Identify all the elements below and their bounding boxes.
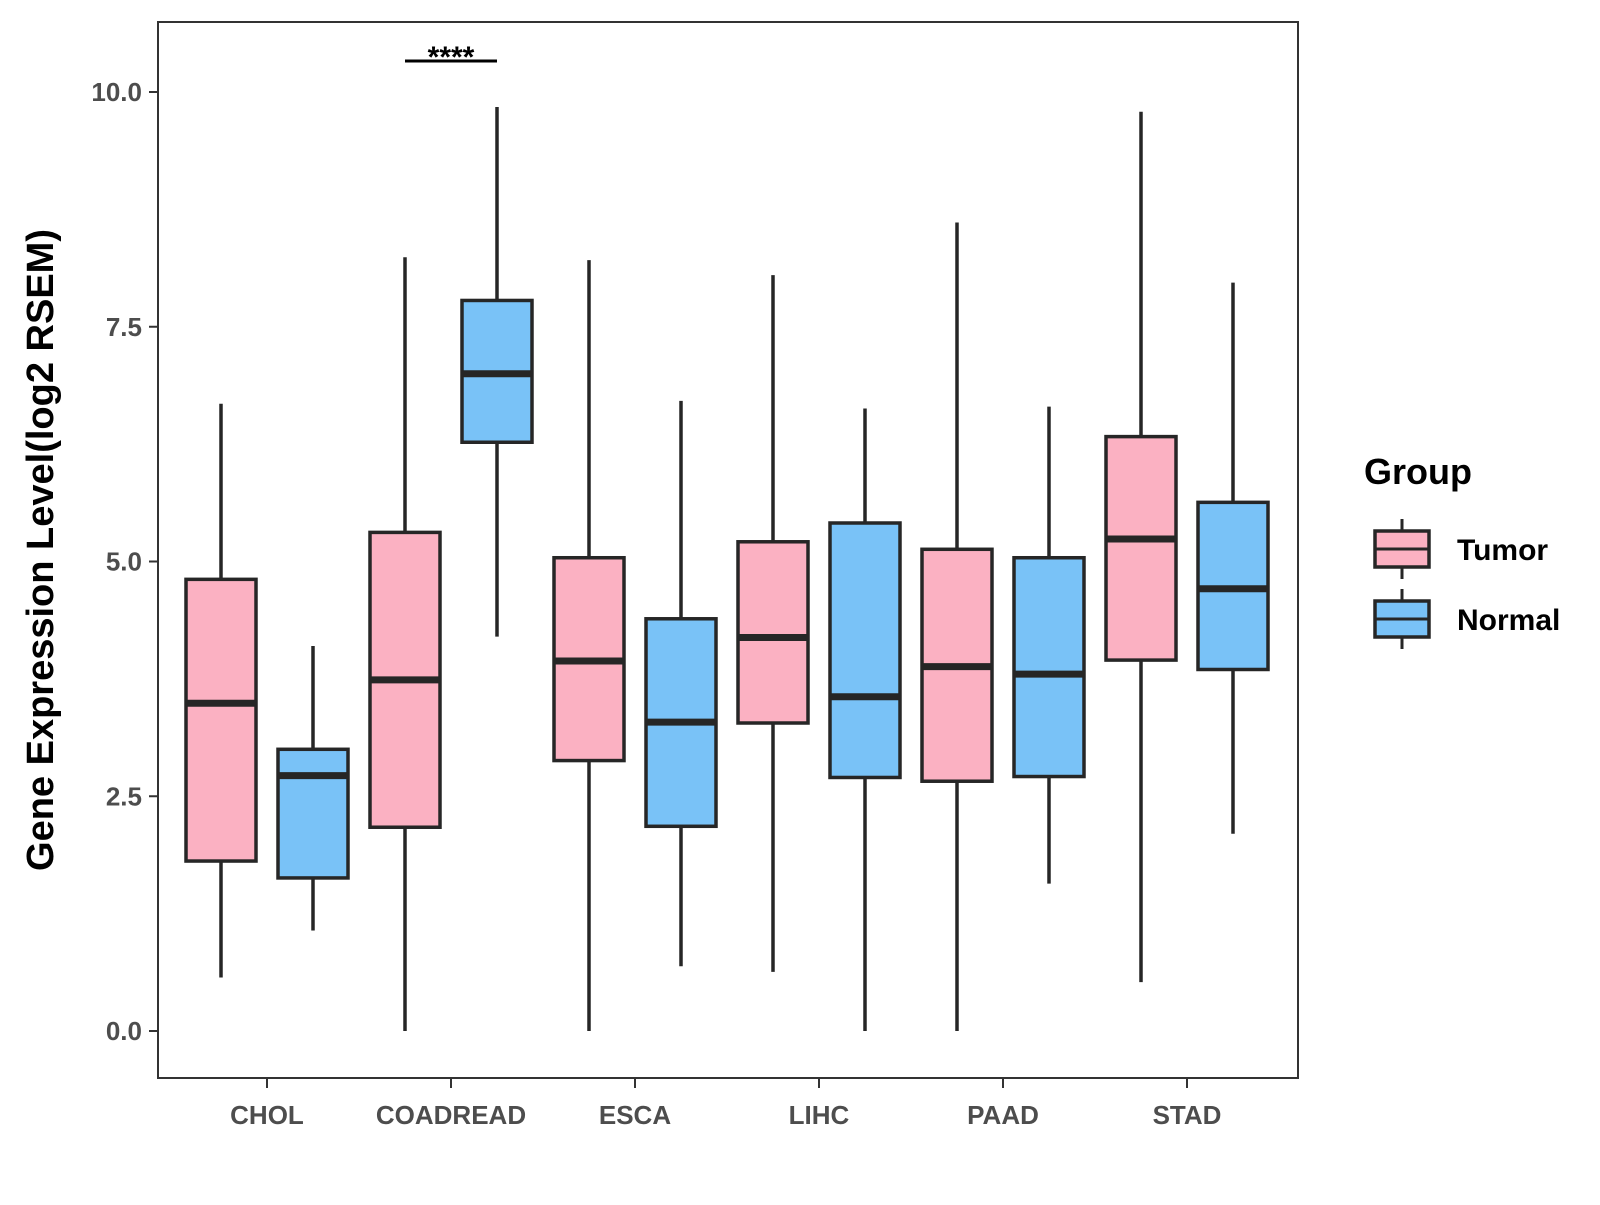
box-iqr [828,521,902,780]
box-tumor-esca [552,260,626,1031]
box-normal-lihc [828,408,902,1031]
box-normal-chol [276,646,350,931]
y-tick-label-4: 10.0 [91,77,142,107]
box-normal-esca [644,400,718,967]
x-tick-label-coadread: COADREAD [376,1100,526,1130]
box-iqr [1012,555,1086,779]
box-tumor-coadread [368,257,442,1031]
box-normal-paad [1012,406,1086,884]
y-axis: 0.0 2.5 5.0 7.5 10.0 [91,77,158,1046]
x-tick-label-chol: CHOL [230,1100,304,1130]
box-tumor-stad [1104,111,1178,983]
box-iqr [1104,434,1178,662]
box-tumor-paad [920,222,994,1031]
legend-title: Group [1364,451,1472,492]
x-tick-label-lihc: LIHC [789,1100,850,1130]
box-tumor-chol [184,403,258,978]
x-axis: CHOL COADREAD ESCA LIHC PAAD STAD [230,1078,1221,1130]
y-tick-label-1: 2.5 [106,781,142,811]
box-iqr [184,577,258,863]
y-tick-label-0: 0.0 [106,1016,142,1046]
legend-label-tumor: Tumor [1457,534,1548,567]
box-series [184,107,1270,1031]
y-axis-title: Gene Expression Level(log2 RSEM) [20,229,62,871]
box-tumor-lihc [736,275,810,972]
x-tick-label-stad: STAD [1153,1100,1222,1130]
legend: Group Tumor Normal [1364,451,1560,649]
box-iqr [276,747,350,880]
box-normal-stad [1196,282,1270,834]
significance-label-0: **** [428,41,475,74]
y-tick-label-3: 7.5 [106,312,142,342]
x-tick-label-paad: PAAD [967,1100,1039,1130]
legend-item-normal: Normal [1373,589,1560,649]
x-tick-label-esca: ESCA [599,1100,671,1130]
legend-item-tumor: Tumor [1373,519,1548,579]
significance-annotations: **** [405,41,497,74]
box-normal-coadread [460,107,534,637]
box-iqr [736,540,810,725]
y-tick-label-2: 5.0 [106,547,142,577]
legend-label-normal: Normal [1457,604,1560,637]
